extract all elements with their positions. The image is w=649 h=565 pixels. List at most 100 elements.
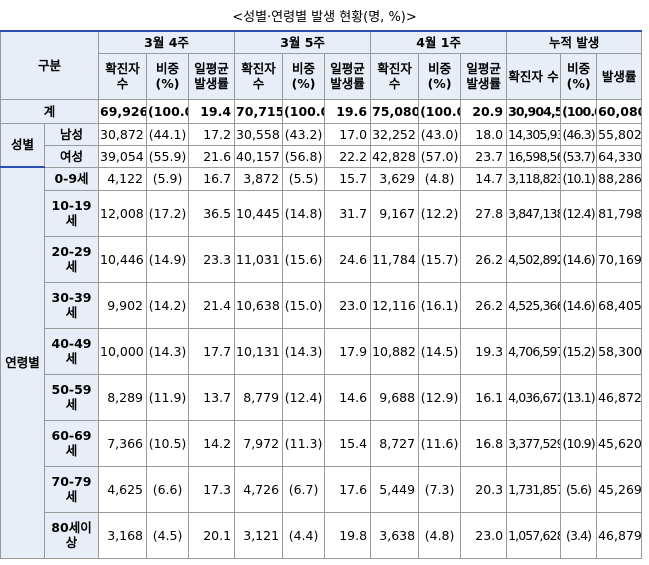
cell: (14.5) [418, 327, 462, 375]
cell: 17.3 [188, 465, 236, 513]
cell: 81,798 [596, 189, 643, 237]
cell: 3,168 [98, 511, 148, 559]
cell: 12,116 [370, 281, 420, 329]
cell: (100.0) [418, 98, 462, 124]
cell: (16.1) [418, 281, 462, 329]
cell: (14.8) [282, 189, 326, 237]
cell: (43.2) [282, 122, 326, 146]
cell: 21.6 [188, 144, 236, 168]
cell: (11.3) [282, 419, 326, 467]
cell: 4,726 [234, 465, 284, 513]
cell: 8,289 [98, 373, 148, 421]
table-row-total: 계 69,926 (100.0) 19.4 70,715 (100.0) 19.… [0, 98, 643, 124]
cell: 3,638 [370, 511, 420, 559]
cell: 64,330 [596, 144, 643, 168]
cell: (5.6) [560, 465, 598, 513]
cell: 68,405 [596, 281, 643, 329]
cell: (11.6) [418, 419, 462, 467]
table-row: 여성 39,054 (55.9) 21.6 40,157 (56.8) 22.2… [1, 144, 643, 168]
cell: 3,121 [234, 511, 284, 559]
cell: 45,620 [596, 419, 643, 467]
col-daily-rate: 일평균 발생률 [460, 52, 508, 100]
cell: (5.9) [146, 166, 190, 191]
col-share: 비중 (%) [560, 52, 598, 100]
col-daily-rate: 일평균 발생률 [188, 52, 236, 100]
cell: 4,625 [98, 465, 148, 513]
cell: 36.5 [188, 189, 236, 237]
col-share: 비중 (%) [418, 52, 462, 100]
cell: 58,300 [596, 327, 643, 375]
row-label: 10-19세 [43, 189, 100, 237]
cell: 30,904,502 [506, 98, 562, 124]
cell: 10,882 [370, 327, 420, 375]
col-share: 비중 (%) [146, 52, 190, 100]
table-row: 성별 남성 30,872 (44.1) 17.2 30,558 (43.2) 1… [0, 122, 643, 168]
col-rate: 발생률 [596, 52, 643, 100]
cell: 4,502,892 [506, 235, 562, 283]
row-label: 20-29세 [43, 235, 100, 283]
cell: 22.2 [324, 144, 372, 168]
cell: (10.1) [560, 166, 598, 191]
cell: 14.6 [324, 373, 372, 421]
cell: 16.8 [460, 419, 508, 467]
table-row: 80세이상 3,168 (4.5) 20.1 3,121 (4.4) 19.8 … [1, 511, 643, 559]
table-row: 20-29세 10,446 (14.9) 23.3 11,031 (15.6) … [1, 235, 643, 283]
table-row: 30-39세 9,902 (14.2) 21.4 10,638 (15.0) 2… [1, 281, 643, 329]
table-row: 40-49세 10,000 (14.3) 17.7 10,131 (14.3) … [1, 327, 643, 375]
cell: 3,872 [234, 166, 284, 191]
cell: 17.9 [324, 327, 372, 375]
cell: (15.0) [282, 281, 326, 329]
cell: 20.3 [460, 465, 508, 513]
cell: 23.0 [324, 281, 372, 329]
cell: (12.4) [282, 373, 326, 421]
row-label: 80세이상 [43, 511, 100, 559]
cell: (4.4) [282, 511, 326, 559]
cell: (6.7) [282, 465, 326, 513]
cell: 9,902 [98, 281, 148, 329]
cell: 46,879 [596, 511, 643, 559]
cell: (100.0) [560, 98, 598, 124]
cell: 31.7 [324, 189, 372, 237]
cell: (10.9) [560, 419, 598, 467]
cell: 9,167 [370, 189, 420, 237]
cell: 70,169 [596, 235, 643, 283]
cell: 27.8 [460, 189, 508, 237]
cell: 23.7 [460, 144, 508, 168]
col-confirmed: 확진자 수 [98, 52, 148, 100]
cell: (12.4) [560, 189, 598, 237]
cell: 19.6 [324, 98, 372, 124]
cell: 10,638 [234, 281, 284, 329]
cell: 16.7 [188, 166, 236, 191]
row-label: 0-9세 [43, 166, 100, 191]
col-confirmed: 확진자 수 [234, 52, 284, 100]
cell: 55,802 [596, 122, 643, 146]
cell: (100.0) [146, 98, 190, 124]
cell: (13.1) [560, 373, 598, 421]
cell: (11.9) [146, 373, 190, 421]
cell: (4.8) [418, 511, 462, 559]
cell: 70,715 [234, 98, 284, 124]
cell: 4,122 [98, 166, 148, 191]
header-row-columns: 확진자 수 비중 (%) 일평균 발생률 확진자 수 비중 (%) 일평균 발생… [1, 52, 643, 100]
cell: 10,131 [234, 327, 284, 375]
cell: 19.3 [460, 327, 508, 375]
cell: 7,972 [234, 419, 284, 467]
cell: (7.3) [418, 465, 462, 513]
cell: 5,449 [370, 465, 420, 513]
cell: 26.2 [460, 281, 508, 329]
cell: 20.9 [460, 98, 508, 124]
cell: 30,872 [98, 122, 148, 146]
cell: 14,305,935 [506, 122, 562, 146]
col-confirmed: 확진자 수 [370, 52, 420, 100]
cell: 1,057,628 [506, 511, 562, 559]
cell: (55.9) [146, 144, 190, 168]
group-label-age: 연령별 [0, 166, 45, 559]
row-label: 계 [0, 98, 100, 124]
cell: (6.6) [146, 465, 190, 513]
table-row: 60-69세 7,366 (10.5) 14.2 7,972 (11.3) 15… [1, 419, 643, 467]
cell: (44.1) [146, 122, 190, 146]
cell: (15.6) [282, 235, 326, 283]
cell: (46.3) [560, 122, 598, 146]
cell: 42,828 [370, 144, 420, 168]
cell: (14.2) [146, 281, 190, 329]
